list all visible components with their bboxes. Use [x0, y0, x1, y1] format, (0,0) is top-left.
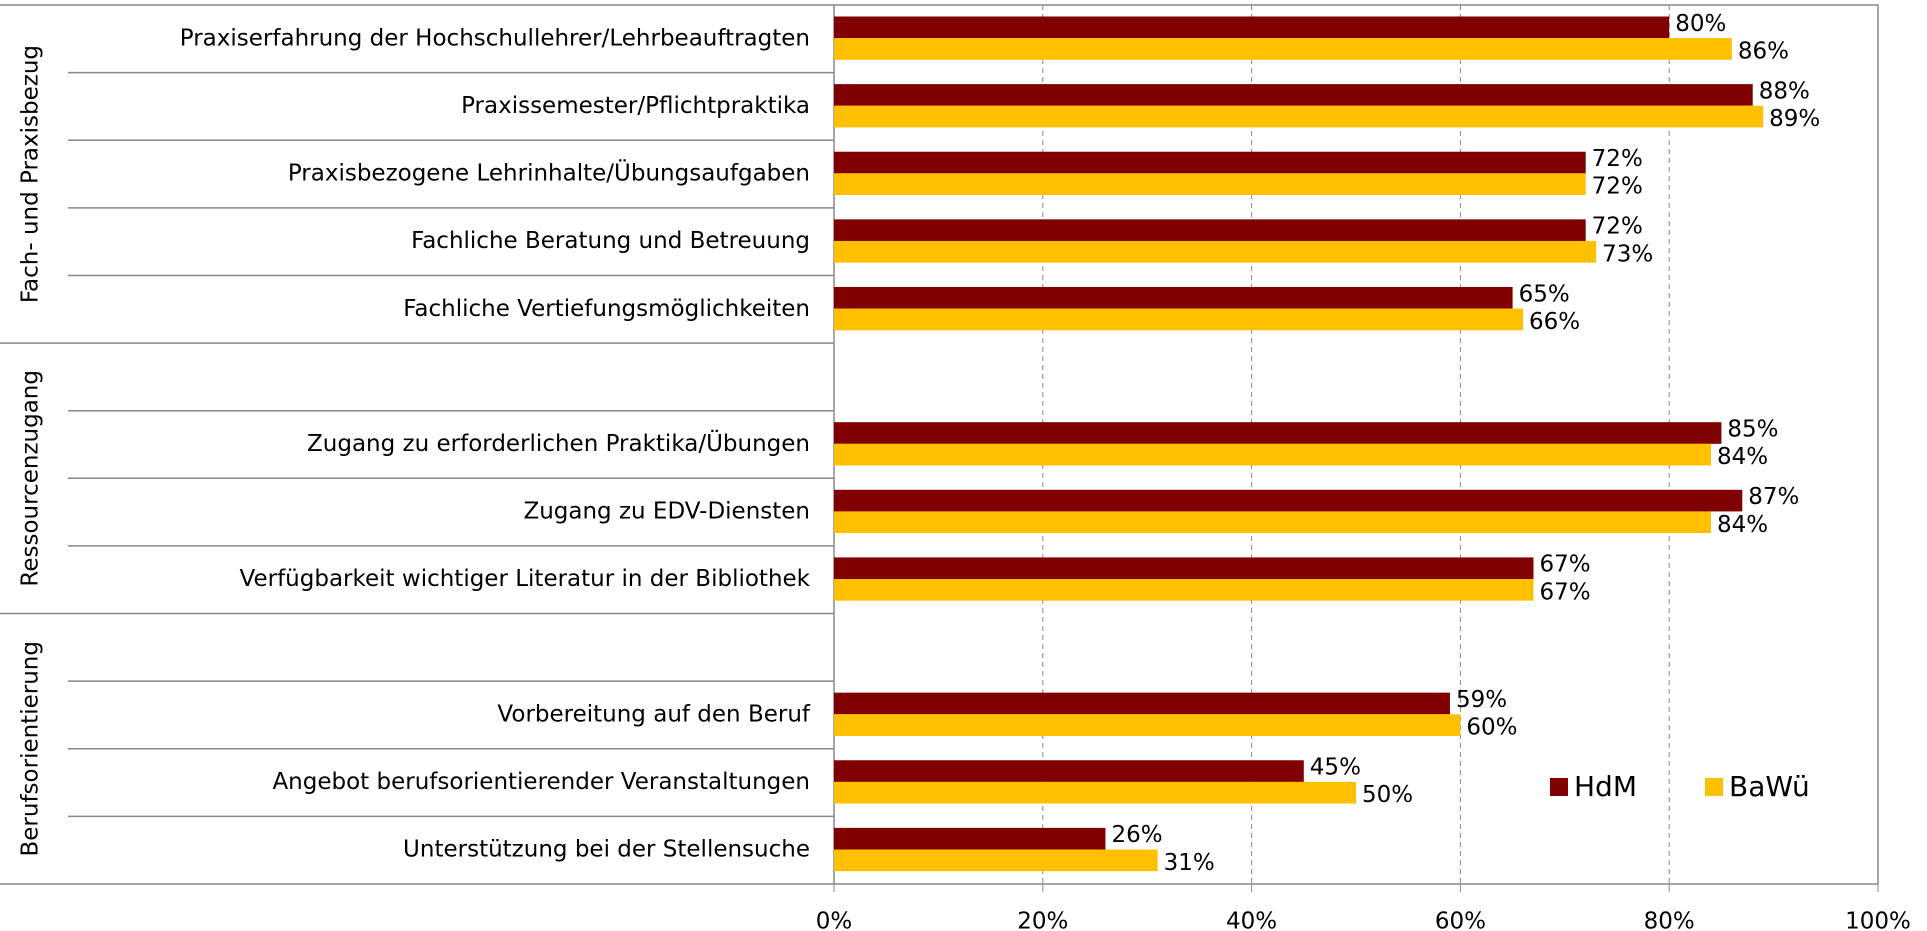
category-label: Praxissemester/Pflichtpraktika	[461, 93, 810, 119]
category-label: Vorbereitung auf den Beruf	[497, 701, 810, 727]
x-tick-label: 60%	[1435, 909, 1486, 931]
category-label: Praxisbezogene Lehrinhalte/Übungsaufgabe…	[288, 159, 810, 187]
x-tick-label: 80%	[1644, 909, 1695, 931]
data-label: 50%	[1362, 782, 1413, 808]
bar	[834, 849, 1158, 872]
bar	[834, 714, 1461, 736]
bar	[834, 308, 1524, 331]
bar	[834, 173, 1586, 195]
x-tick-label: 100%	[1845, 909, 1911, 931]
bar	[834, 38, 1732, 60]
data-label: 84%	[1717, 444, 1768, 470]
bar	[834, 443, 1711, 466]
bar	[834, 422, 1722, 444]
data-label: 72%	[1592, 146, 1643, 172]
category-label: Fachliche Beratung und Betreuung	[411, 228, 810, 254]
bar	[834, 84, 1753, 106]
bar	[834, 219, 1586, 241]
data-label: 66%	[1529, 309, 1580, 335]
category-label: Zugang zu EDV-Diensten	[523, 499, 810, 525]
bar	[834, 692, 1450, 715]
data-label: 59%	[1456, 687, 1507, 713]
bar	[834, 151, 1586, 174]
category-label: Zugang zu erforderlichen Praktika/Übunge…	[307, 429, 810, 457]
bar	[834, 557, 1534, 580]
group-label: Fach- und Praxisbezug	[18, 45, 44, 303]
legend-label: BaWü	[1729, 770, 1810, 803]
data-label: 86%	[1738, 38, 1789, 64]
data-label: 65%	[1519, 281, 1570, 307]
data-label: 60%	[1466, 715, 1517, 741]
bar	[834, 760, 1304, 782]
group-label: Ressourcenzugang	[18, 370, 44, 587]
data-label: 26%	[1111, 822, 1162, 848]
group-label: Berufsorientierung	[18, 641, 44, 856]
data-label: 80%	[1675, 11, 1726, 37]
bar	[834, 781, 1356, 804]
bar	[834, 105, 1764, 128]
data-label: 87%	[1748, 484, 1799, 510]
bar	[834, 240, 1597, 263]
data-label: 85%	[1727, 417, 1778, 443]
data-label: 84%	[1717, 512, 1768, 538]
category-label: Unterstützung bei der Stellensuche	[403, 837, 810, 863]
data-label: 67%	[1539, 552, 1590, 578]
bar	[834, 579, 1534, 601]
data-label: 72%	[1592, 214, 1643, 240]
category-label: Angebot berufsorientierender Veranstaltu…	[272, 769, 810, 795]
x-tick-label: 0%	[816, 909, 853, 931]
data-label: 88%	[1759, 78, 1810, 104]
bar	[834, 16, 1670, 39]
x-tick-label: 40%	[1226, 909, 1277, 931]
legend-label: HdM	[1574, 770, 1637, 803]
data-label: 73%	[1602, 241, 1653, 267]
data-label: 67%	[1539, 579, 1590, 605]
bar	[834, 827, 1106, 850]
bar	[834, 489, 1743, 512]
legend-swatch	[1705, 778, 1723, 796]
data-label: 45%	[1310, 755, 1361, 781]
data-label: 89%	[1769, 106, 1820, 132]
bar	[834, 511, 1711, 534]
x-tick-label: 20%	[1017, 909, 1068, 931]
category-label: Verfügbarkeit wichtiger Literatur in der…	[240, 566, 811, 592]
legend-swatch	[1550, 778, 1568, 796]
data-label: 31%	[1164, 850, 1215, 876]
category-label: Fachliche Vertiefungsmöglichkeiten	[403, 296, 810, 322]
bar	[834, 286, 1513, 309]
data-label: 72%	[1592, 174, 1643, 200]
category-label: Praxiserfahrung der Hochschullehrer/Lehr…	[180, 25, 810, 51]
